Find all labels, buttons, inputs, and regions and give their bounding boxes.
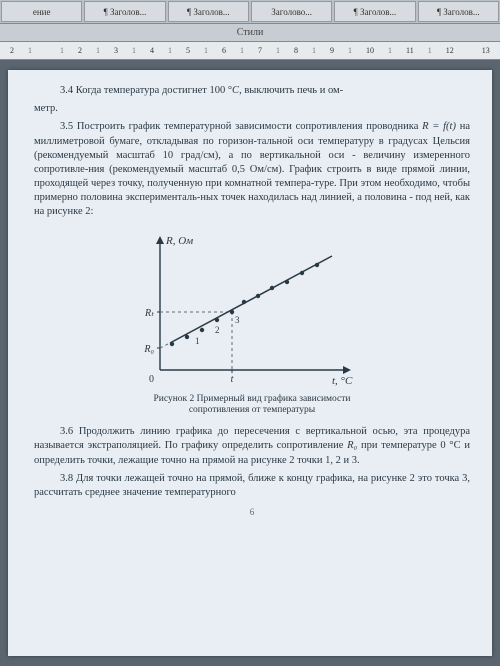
- ruler[interactable]: 21121314151617181911011111213: [0, 42, 500, 60]
- svg-text:R, Ом: R, Ом: [165, 235, 193, 247]
- svg-text:2: 2: [215, 325, 220, 335]
- styles-group-label: Стили: [0, 24, 500, 42]
- svg-text:0: 0: [149, 374, 154, 385]
- caption-line: сопротивления от температуры: [189, 405, 315, 415]
- svg-text:R₀: R₀: [143, 344, 154, 355]
- paragraph-3-6: 3.6 Продолжить линию графика до пересече…: [34, 425, 470, 468]
- text: на миллиметровой бумаге, откладывая по г…: [34, 121, 470, 217]
- text: 3.4 Когда температура достигнет 100 °: [60, 85, 232, 96]
- caption-line: Рисунок 2 Примерный вид графика зависимо…: [154, 394, 351, 404]
- style-button[interactable]: ¶ Заголов...: [84, 1, 165, 22]
- style-button[interactable]: Заголово...: [251, 1, 332, 22]
- svg-text:t: t: [231, 374, 234, 385]
- svg-text:1: 1: [195, 336, 200, 346]
- paragraph-3-4: 3.4 Когда температура достигнет 100 °C, …: [34, 84, 470, 98]
- paragraph-3-5: 3.5 Построить график температурной завис…: [34, 120, 470, 219]
- style-button[interactable]: ение: [1, 1, 82, 22]
- page-area: 3.4 Когда температура достигнет 100 °C, …: [0, 60, 500, 666]
- paragraph-3-8: 3.8 Для точки лежащей точно на прямой, б…: [34, 472, 470, 500]
- paragraph-3-4b: метр.: [34, 102, 470, 116]
- style-button[interactable]: ¶ Заголов...: [418, 1, 499, 22]
- text-italic: C: [232, 85, 239, 96]
- style-button[interactable]: ¶ Заголов...: [168, 1, 249, 22]
- resistance-chart-svg: R, Ом t, °C 0 t Rₜ R₀ 1 2 3: [132, 230, 372, 390]
- chart-figure: R, Ом t, °C 0 t Rₜ R₀ 1 2 3: [132, 230, 372, 390]
- style-toolbar: ение ¶ Заголов... ¶ Заголов... Заголово.…: [0, 0, 500, 24]
- page-number: 6: [34, 506, 470, 518]
- document-page: 3.4 Когда температура достигнет 100 °C, …: [8, 70, 492, 656]
- chart-caption: Рисунок 2 Примерный вид графика зависимо…: [34, 394, 470, 418]
- style-button[interactable]: ¶ Заголов...: [334, 1, 415, 22]
- svg-text:Rₜ: Rₜ: [144, 308, 155, 319]
- svg-text:3: 3: [235, 315, 240, 325]
- text-formula: R₀: [347, 440, 357, 451]
- text: 3.5 Построить график температурной завис…: [60, 121, 422, 132]
- svg-text:t, °C: t, °C: [332, 375, 353, 387]
- text: , выключить печь и ом-: [239, 85, 343, 96]
- text-formula: R = f(t): [422, 121, 456, 132]
